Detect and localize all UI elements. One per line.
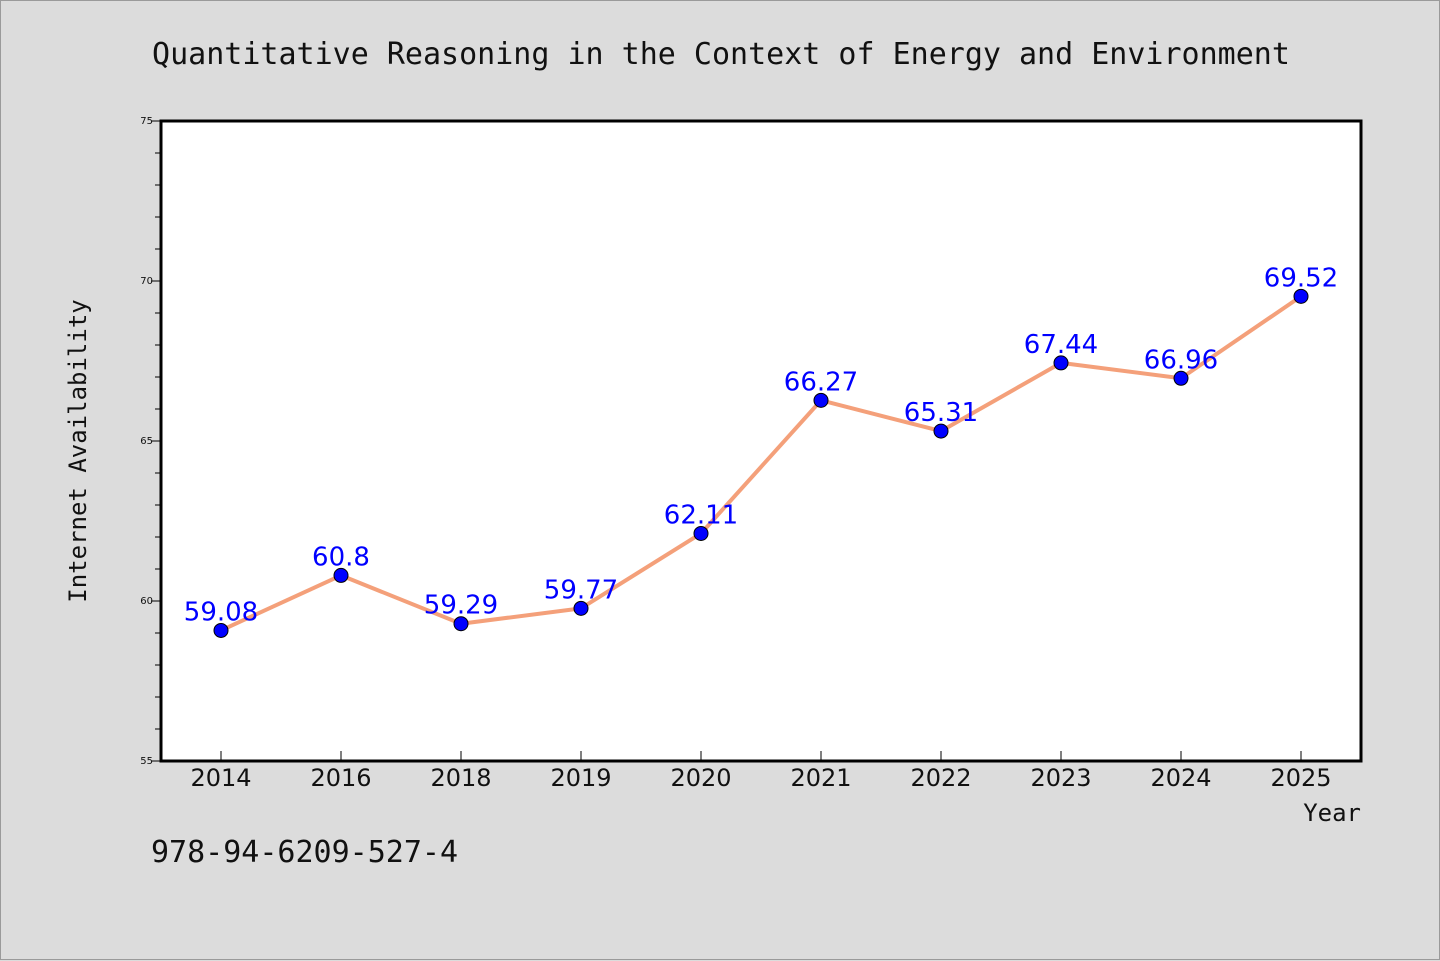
data-label: 67.44 (1024, 330, 1098, 360)
data-label: 60.8 (312, 542, 370, 572)
data-point (573, 600, 589, 616)
plot-area: 55 60 65 70 75 2014 2016 2018 2019 2020 2021 2022 20… (140, 116, 1363, 792)
data-label: 59.29 (424, 591, 498, 621)
data-point (453, 616, 469, 632)
x-tick-label: 2018 (430, 764, 491, 792)
x-tick-label: 2025 (1270, 764, 1331, 792)
x-tick-label: 2024 (1150, 764, 1211, 792)
data-label: 59.08 (184, 597, 258, 627)
chart-title: Quantitative Reasoning in the Context of… (152, 37, 1290, 72)
y-tick-label: 65 (140, 436, 153, 447)
data-label: 62.11 (664, 500, 738, 530)
data-label: 66.96 (1144, 345, 1218, 375)
plot-frame (159, 119, 1363, 763)
data-label: 65.31 (904, 398, 978, 428)
x-tick-label: 2016 (310, 764, 371, 792)
series-line (220, 294, 1303, 633)
data-point (813, 392, 829, 408)
y-tick-label: 55 (140, 756, 153, 767)
x-tick-label: 2022 (910, 764, 971, 792)
data-point (1173, 370, 1189, 386)
data-label: 69.52 (1264, 263, 1338, 293)
x-tick-label: 2023 (1030, 764, 1091, 792)
y-axis-label: Internet Availability (64, 299, 92, 602)
x-tick-label: 2014 (190, 764, 251, 792)
data-label: 59.77 (544, 575, 618, 605)
data-point (933, 423, 949, 439)
data-point (333, 567, 349, 583)
data-point (1293, 288, 1309, 304)
y-tick-label: 75 (140, 116, 153, 127)
data-point (213, 622, 229, 638)
data-point (1053, 355, 1069, 371)
data-point (693, 525, 709, 541)
y-tick-label: 60 (140, 596, 153, 607)
x-tick-label: 2020 (670, 764, 731, 792)
x-axis-label: Year (1303, 799, 1361, 827)
data-label: 66.27 (784, 367, 858, 397)
x-tick-label: 2021 (790, 764, 851, 792)
isbn-text: 978-94-6209-527-4 (151, 835, 459, 870)
x-tick-label: 2019 (550, 764, 611, 792)
y-tick-label: 70 (140, 276, 153, 287)
